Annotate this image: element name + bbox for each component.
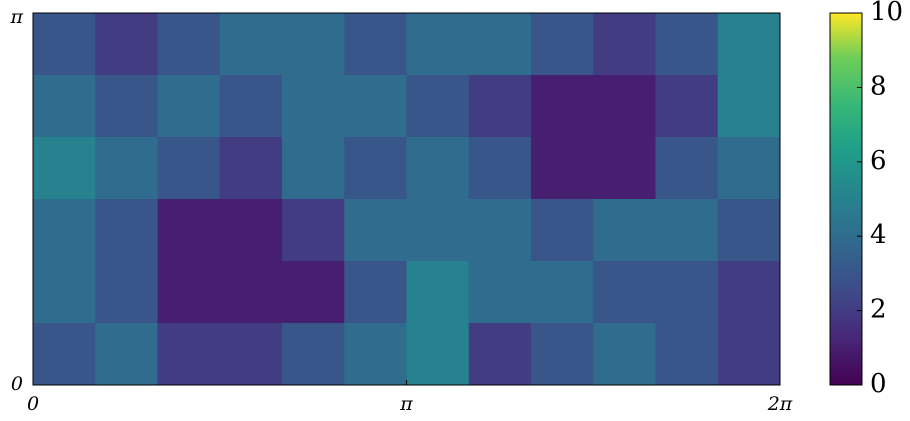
heat-cell bbox=[95, 137, 158, 200]
y-tick-label: 0 bbox=[11, 373, 23, 395]
heat-cell bbox=[406, 75, 470, 138]
heat-cell bbox=[531, 137, 594, 200]
heat-cell bbox=[219, 13, 283, 76]
heat-cell bbox=[406, 199, 470, 262]
x-tick-label: 2π bbox=[767, 393, 793, 415]
x-tick-label: π bbox=[399, 393, 413, 415]
heat-cell bbox=[593, 261, 656, 324]
heat-cell bbox=[531, 199, 594, 262]
heat-cell bbox=[157, 13, 221, 76]
heat-cell bbox=[33, 137, 96, 200]
heat-cell bbox=[95, 323, 158, 386]
heat-cell bbox=[655, 323, 719, 386]
heat-cell bbox=[282, 75, 345, 138]
heatmap bbox=[33, 13, 781, 386]
heat-cell bbox=[344, 137, 407, 200]
colorbar-tick-label: 0 bbox=[870, 369, 887, 399]
heat-cell bbox=[531, 261, 594, 324]
heat-cell bbox=[157, 323, 221, 386]
heat-cell bbox=[406, 137, 470, 200]
heat-cell bbox=[468, 75, 532, 138]
heat-cell bbox=[655, 75, 719, 138]
heat-cell bbox=[95, 13, 158, 76]
heat-cell bbox=[282, 261, 345, 324]
heat-cell bbox=[344, 261, 407, 324]
heat-cell bbox=[593, 137, 656, 200]
heat-cell bbox=[593, 75, 656, 138]
heat-cell bbox=[717, 323, 781, 386]
heat-cell bbox=[468, 199, 532, 262]
heat-cell bbox=[717, 261, 781, 324]
heat-cell bbox=[717, 137, 781, 200]
heat-cell bbox=[531, 323, 594, 386]
heat-cell bbox=[655, 13, 719, 76]
heat-cell bbox=[717, 75, 781, 138]
heat-cell bbox=[95, 75, 158, 138]
heat-cell bbox=[468, 323, 532, 386]
heat-cell bbox=[219, 261, 283, 324]
heat-cell bbox=[282, 13, 345, 76]
colorbar bbox=[829, 12, 863, 386]
heat-cell bbox=[33, 199, 96, 262]
heat-cell bbox=[157, 261, 221, 324]
heat-cell bbox=[344, 323, 407, 386]
heat-cell bbox=[406, 323, 470, 386]
heat-cell bbox=[219, 75, 283, 138]
heat-cell bbox=[468, 261, 532, 324]
heat-cell bbox=[468, 13, 532, 76]
heat-cell bbox=[531, 75, 594, 138]
x-tick-label: 0 bbox=[27, 393, 39, 415]
heat-cell bbox=[344, 199, 407, 262]
heat-cell bbox=[717, 199, 781, 262]
heat-cell bbox=[219, 199, 283, 262]
heat-cell bbox=[282, 137, 345, 200]
colorbar-tick-label: 10 bbox=[870, 0, 903, 27]
heat-cell bbox=[157, 137, 221, 200]
colorbar-tick-label: 4 bbox=[870, 220, 887, 250]
heat-cell bbox=[219, 137, 283, 200]
heat-cell bbox=[655, 137, 719, 200]
heat-cell bbox=[593, 13, 656, 76]
colorbar-tick-label: 6 bbox=[870, 146, 887, 176]
colorbar-tick-label: 2 bbox=[870, 295, 887, 325]
heat-cell bbox=[33, 75, 96, 138]
heat-cell bbox=[282, 199, 345, 262]
heat-cell bbox=[655, 261, 719, 324]
heat-cell bbox=[531, 13, 594, 76]
heat-cell bbox=[655, 199, 719, 262]
heat-cell bbox=[593, 323, 656, 386]
colorbar-tick-label: 8 bbox=[870, 71, 887, 101]
heat-cell bbox=[33, 261, 96, 324]
heat-cell bbox=[33, 323, 96, 386]
heat-cell bbox=[593, 199, 656, 262]
heat-cell bbox=[95, 261, 158, 324]
heat-cell bbox=[344, 13, 407, 76]
heat-cell bbox=[219, 323, 283, 386]
heat-cell bbox=[282, 323, 345, 386]
y-tick-label: π bbox=[10, 6, 24, 28]
heat-cell bbox=[468, 137, 532, 200]
heat-cell bbox=[33, 13, 96, 76]
heat-cell bbox=[344, 75, 407, 138]
heat-cell bbox=[95, 199, 158, 262]
heat-cell bbox=[157, 199, 221, 262]
heat-cell bbox=[157, 75, 221, 138]
heat-cell bbox=[717, 13, 781, 76]
heat-cell bbox=[406, 261, 470, 324]
heat-cell bbox=[406, 13, 470, 76]
